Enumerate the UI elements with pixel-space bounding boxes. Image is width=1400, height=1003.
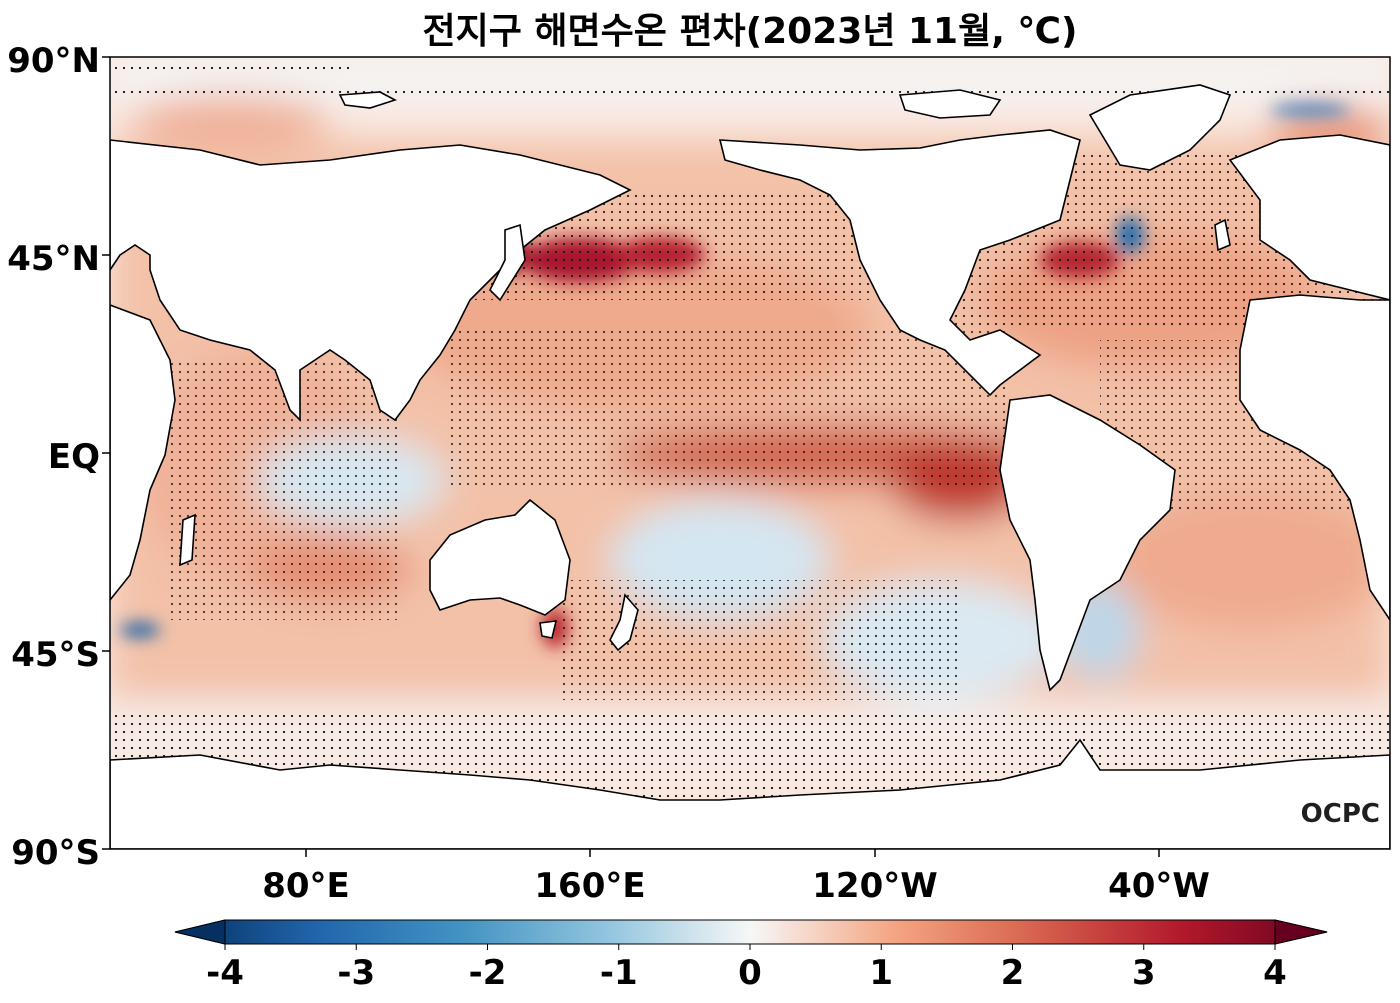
colorbar-tick-label: -3	[337, 953, 375, 993]
colorbar-tick-label: 1	[869, 953, 893, 993]
lon-tick-label: 40°W	[1108, 866, 1210, 906]
colorbar: -4 -3 -2 -1 0 1 2 3 4	[174, 919, 1328, 993]
colorbar-tick-label: -2	[469, 953, 507, 993]
lon-axis: 80°E 160°E 120°W 40°W	[262, 849, 1210, 906]
colorbar-tick-label: -1	[600, 953, 638, 993]
lon-tick-label: 120°W	[812, 866, 937, 906]
lat-tick-label: 45°N	[7, 239, 100, 279]
sst-anomaly-field	[110, 57, 1390, 849]
lon-tick-label: 160°E	[534, 866, 645, 906]
lat-tick-label: EQ	[48, 437, 100, 477]
colorbar-tick-label: -4	[206, 953, 244, 993]
lat-tick-label: 45°S	[11, 635, 100, 675]
lon-tick-label: 80°E	[262, 866, 350, 906]
colorbar-tick-label: 0	[738, 953, 762, 993]
land-masses	[110, 84, 1390, 849]
colorbar-tick-label: 3	[1132, 953, 1156, 993]
map-title: 전지구 해면수온 편차(2023년 11월, ℃)	[422, 11, 1078, 52]
ocpc-logo: OCPC	[1301, 799, 1380, 829]
lat-axis: 90°N 45°N EQ 45°S 90°S	[7, 41, 110, 873]
colorbar-tick-label: 2	[1001, 953, 1025, 993]
lat-tick-label: 90°S	[11, 833, 100, 873]
lat-tick-label: 90°N	[7, 41, 100, 81]
colorbar-tick-label: 4	[1263, 953, 1287, 993]
